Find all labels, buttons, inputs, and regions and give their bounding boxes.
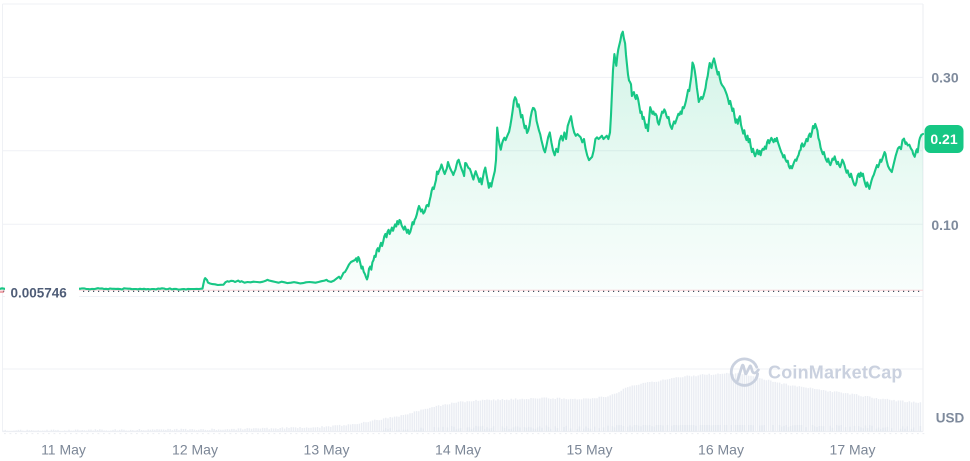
- svg-text:17 May: 17 May: [830, 442, 876, 458]
- svg-text:11 May: 11 May: [41, 442, 86, 458]
- svg-text:15 May: 15 May: [567, 442, 613, 458]
- svg-text:0.30: 0.30: [931, 69, 958, 85]
- svg-text:USD: USD: [936, 411, 965, 426]
- svg-text:0.21: 0.21: [930, 131, 957, 147]
- svg-text:0.005746: 0.005746: [11, 286, 68, 301]
- svg-text:0.10: 0.10: [931, 217, 958, 233]
- svg-text:12 May: 12 May: [172, 442, 218, 458]
- svg-text:13 May: 13 May: [304, 442, 350, 458]
- svg-text:CoinMarketCap: CoinMarketCap: [768, 363, 903, 383]
- svg-text:16 May: 16 May: [698, 442, 744, 458]
- svg-text:14 May: 14 May: [435, 442, 481, 458]
